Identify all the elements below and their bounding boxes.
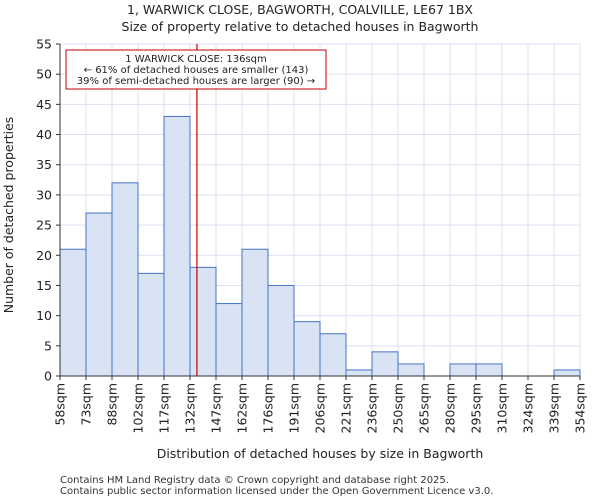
x-tick-label: 88sqm: [105, 383, 120, 426]
y-tick-label: 0: [44, 369, 52, 384]
y-tick-label: 15: [36, 278, 52, 293]
chart-title-line-2: Size of property relative to detached ho…: [122, 19, 479, 34]
footer-line-2: Contains public sector information licen…: [60, 486, 493, 497]
x-tick-label: 236sqm: [365, 383, 380, 433]
bar: [59, 248, 87, 377]
x-tick-labels: 58sqm 73sqm 88sqm 102sqm 117sqm 132sqm 147sqm 1…: [53, 376, 588, 433]
x-tick-label: 295sqm: [469, 383, 484, 433]
y-tick-label: 10: [36, 308, 52, 323]
bar: [189, 266, 217, 377]
y-tick-label: 50: [36, 67, 52, 82]
x-tick-label: 73sqm: [79, 383, 94, 426]
annotation-line-3: 39% of semi-detached houses are larger (…: [77, 76, 315, 87]
annotation-line-2: ← 61% of detached houses are smaller (14…: [84, 65, 309, 76]
bar: [85, 212, 113, 377]
x-tick-label: 206sqm: [313, 383, 328, 433]
x-axis-title: Distribution of detached houses by size …: [157, 446, 484, 461]
y-tick-label: 40: [36, 127, 52, 142]
y-tick-label: 5: [44, 338, 52, 353]
y-tick-label: 30: [36, 187, 52, 202]
bar: [553, 369, 581, 377]
bar: [163, 115, 191, 377]
y-tick-label: 55: [36, 37, 52, 52]
chart-title-line-1: 1, WARWICK CLOSE, BAGWORTH, COALVILLE, L…: [127, 2, 473, 17]
annotation-line-1: 1 WARWICK CLOSE: 136sqm: [125, 54, 267, 65]
bar: [111, 182, 139, 377]
x-tick-label: 221sqm: [339, 383, 354, 433]
annotation-frame: [65, 49, 327, 90]
footer-line-1: Contains HM Land Registry data © Crown c…: [60, 475, 449, 486]
bar: [293, 321, 321, 377]
footer: Contains HM Land Registry data © Crown c…: [60, 475, 493, 497]
x-tick-label: 250sqm: [391, 383, 406, 433]
y-tick-label: 25: [36, 218, 52, 233]
y-tick-label: 35: [36, 157, 52, 172]
x-tick-label: 310sqm: [495, 383, 510, 433]
x-tick-label: 265sqm: [417, 383, 432, 433]
bar: [345, 369, 373, 377]
y-tick-labels: 0 5 10 15 20 25 30 35 40 45 50 55: [36, 37, 60, 384]
x-tick-label: 147sqm: [209, 383, 224, 433]
x-tick-label: 58sqm: [53, 383, 68, 426]
bar: [319, 333, 347, 377]
bar: [371, 351, 399, 377]
x-tick-label: 176sqm: [261, 383, 276, 433]
chart-title: 1, WARWICK CLOSE, BAGWORTH, COALVILLE, L…: [122, 2, 479, 34]
y-tick-label: 20: [36, 248, 52, 263]
bar: [397, 363, 425, 377]
bar: [215, 303, 243, 377]
annotation-box: 1 WARWICK CLOSE: 136sqm ← 61% of detache…: [65, 49, 327, 90]
y-axis-title: Number of detached properties: [1, 117, 16, 314]
bar: [137, 272, 165, 377]
x-tick-label: 339sqm: [547, 383, 562, 433]
x-tick-label: 162sqm: [235, 383, 250, 433]
bar: [475, 363, 503, 377]
bar: [449, 363, 477, 377]
x-tick-label: 324sqm: [521, 383, 536, 433]
x-tick-label: 132sqm: [183, 383, 198, 433]
bar: [241, 248, 269, 377]
bars: [59, 115, 581, 377]
x-tick-label: 354sqm: [573, 383, 588, 433]
x-tick-label: 117sqm: [157, 383, 172, 433]
x-tick-label: 191sqm: [287, 383, 302, 433]
x-tick-label: 280sqm: [443, 383, 458, 433]
bar: [267, 284, 295, 377]
y-tick-label: 45: [36, 97, 52, 112]
x-tick-label: 102sqm: [131, 383, 146, 433]
